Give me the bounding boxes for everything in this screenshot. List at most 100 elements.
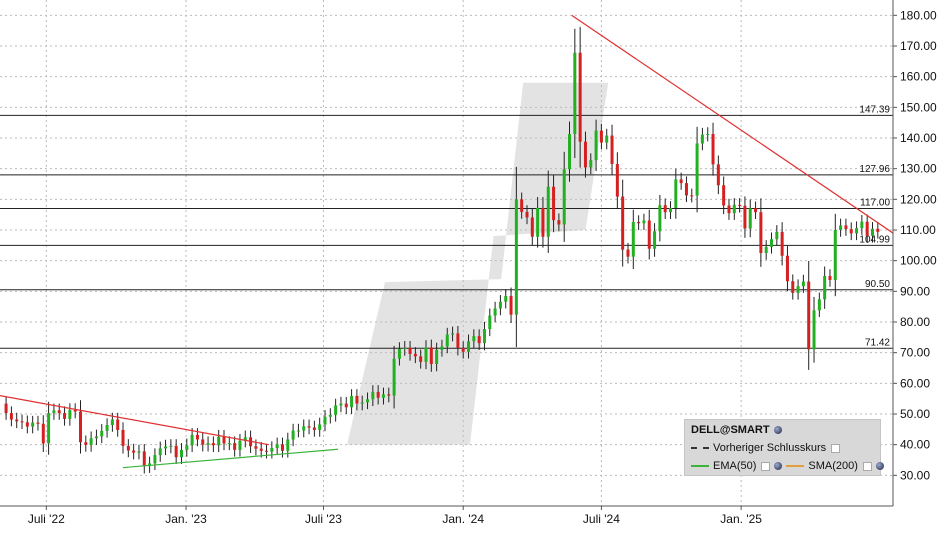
candle-body bbox=[243, 437, 247, 441]
checkbox-icon[interactable] bbox=[761, 461, 771, 471]
legend-label-sma: SMA(200) bbox=[808, 460, 858, 472]
candle-body bbox=[498, 301, 502, 309]
y-tick-label: 110.00 bbox=[900, 223, 936, 237]
candle-body bbox=[817, 299, 821, 311]
candle-body bbox=[807, 281, 811, 350]
x-tick-label: Juli '23 bbox=[305, 512, 342, 526]
candle-body bbox=[217, 436, 221, 446]
candle-body bbox=[764, 246, 768, 253]
candle-body bbox=[552, 186, 556, 221]
candle-body bbox=[350, 395, 354, 408]
candle-body bbox=[89, 438, 93, 445]
candle-body bbox=[169, 445, 173, 447]
candle-body bbox=[493, 308, 497, 316]
legend-title-row: DELL@SMART bbox=[691, 423, 782, 437]
y-tick-label: 180.00 bbox=[900, 8, 937, 22]
candle-body bbox=[451, 333, 455, 335]
candle-body bbox=[669, 207, 673, 213]
candle-body bbox=[238, 440, 242, 450]
candle-body bbox=[520, 199, 524, 212]
y-tick-label: 160.00 bbox=[900, 70, 937, 84]
checkbox-icon[interactable] bbox=[831, 443, 841, 453]
candle-body bbox=[674, 179, 678, 208]
candle-body bbox=[663, 205, 667, 213]
candle-body bbox=[63, 413, 67, 419]
x-tick-label: Jan. '24 bbox=[442, 512, 484, 526]
candle-body bbox=[280, 444, 284, 451]
channel-band bbox=[347, 82, 609, 445]
candle-body bbox=[855, 228, 859, 234]
candle-body bbox=[381, 394, 385, 398]
candle-body bbox=[265, 450, 269, 452]
globe-icon[interactable] bbox=[773, 426, 782, 434]
dashed-line-swatch-icon bbox=[691, 447, 709, 449]
candle-body bbox=[158, 448, 162, 456]
y-tick-label: 100.00 bbox=[900, 254, 937, 268]
candle-body bbox=[525, 211, 529, 218]
candle-body bbox=[823, 276, 827, 300]
ema-line-swatch-icon bbox=[691, 465, 709, 467]
candle-body bbox=[605, 135, 609, 143]
candle-body bbox=[690, 195, 694, 197]
x-tick-label: Juli '24 bbox=[583, 512, 620, 526]
candle-body bbox=[796, 286, 800, 293]
candle-body bbox=[429, 347, 433, 365]
candle-body bbox=[94, 436, 98, 439]
candle-body bbox=[865, 221, 869, 236]
y-tick-label: 120.00 bbox=[900, 192, 937, 206]
y-tick-label: 50.00 bbox=[900, 407, 930, 421]
candle-body bbox=[653, 231, 657, 249]
globe-icon[interactable] bbox=[875, 462, 884, 470]
candles bbox=[4, 26, 880, 474]
candle-body bbox=[424, 347, 428, 362]
candle-body bbox=[631, 222, 635, 257]
globe-icon[interactable] bbox=[774, 462, 783, 470]
y-tick-label: 150.00 bbox=[900, 100, 937, 114]
candle-body bbox=[833, 230, 837, 280]
candle-body bbox=[785, 255, 789, 282]
legend-label-ema: EMA(50) bbox=[713, 460, 757, 472]
candle-body bbox=[791, 281, 795, 293]
x-tick-label: Jan. '23 bbox=[165, 512, 207, 526]
candle-body bbox=[275, 444, 279, 449]
candle-body bbox=[440, 346, 444, 350]
candle-body bbox=[536, 207, 540, 237]
candle-body bbox=[599, 130, 603, 143]
candle-body bbox=[780, 231, 784, 256]
candle-body bbox=[573, 52, 577, 135]
candle-body bbox=[876, 228, 880, 232]
candle-body bbox=[477, 336, 481, 344]
candle-body bbox=[610, 135, 614, 165]
candle-body bbox=[488, 315, 492, 330]
candle-body bbox=[25, 422, 29, 427]
x-tick-label: Jan. '25 bbox=[720, 512, 762, 526]
candle-body bbox=[700, 134, 704, 144]
candle-body bbox=[254, 446, 258, 449]
candle-body bbox=[684, 183, 688, 196]
candle-body bbox=[743, 205, 747, 229]
candle-body bbox=[754, 208, 758, 213]
candle-body bbox=[748, 208, 752, 229]
candle-body bbox=[679, 179, 683, 184]
gridlines bbox=[0, 0, 893, 506]
candle-body bbox=[504, 295, 508, 302]
candle-body bbox=[658, 205, 662, 232]
candle-body bbox=[732, 204, 736, 214]
candle-body bbox=[722, 185, 726, 206]
candle-body bbox=[626, 249, 630, 257]
candle-body bbox=[770, 239, 774, 247]
horizontal-levels: 147.39 127.96 117.00 104.99 90.50 71.42 bbox=[0, 104, 893, 349]
candle-body bbox=[376, 391, 380, 398]
level-label: 71.42 bbox=[865, 337, 890, 348]
y-tick-label: 140.00 bbox=[900, 131, 937, 145]
candle-body bbox=[328, 414, 332, 417]
candle-body bbox=[844, 225, 848, 230]
y-tick-label: 90.00 bbox=[900, 284, 930, 298]
level-label: 147.39 bbox=[859, 104, 890, 115]
candle-body bbox=[100, 430, 104, 437]
candle-body bbox=[408, 347, 412, 354]
candle-body bbox=[472, 336, 476, 342]
checkbox-icon[interactable] bbox=[862, 461, 872, 471]
candle-body bbox=[233, 443, 237, 450]
candle-body bbox=[541, 207, 545, 237]
